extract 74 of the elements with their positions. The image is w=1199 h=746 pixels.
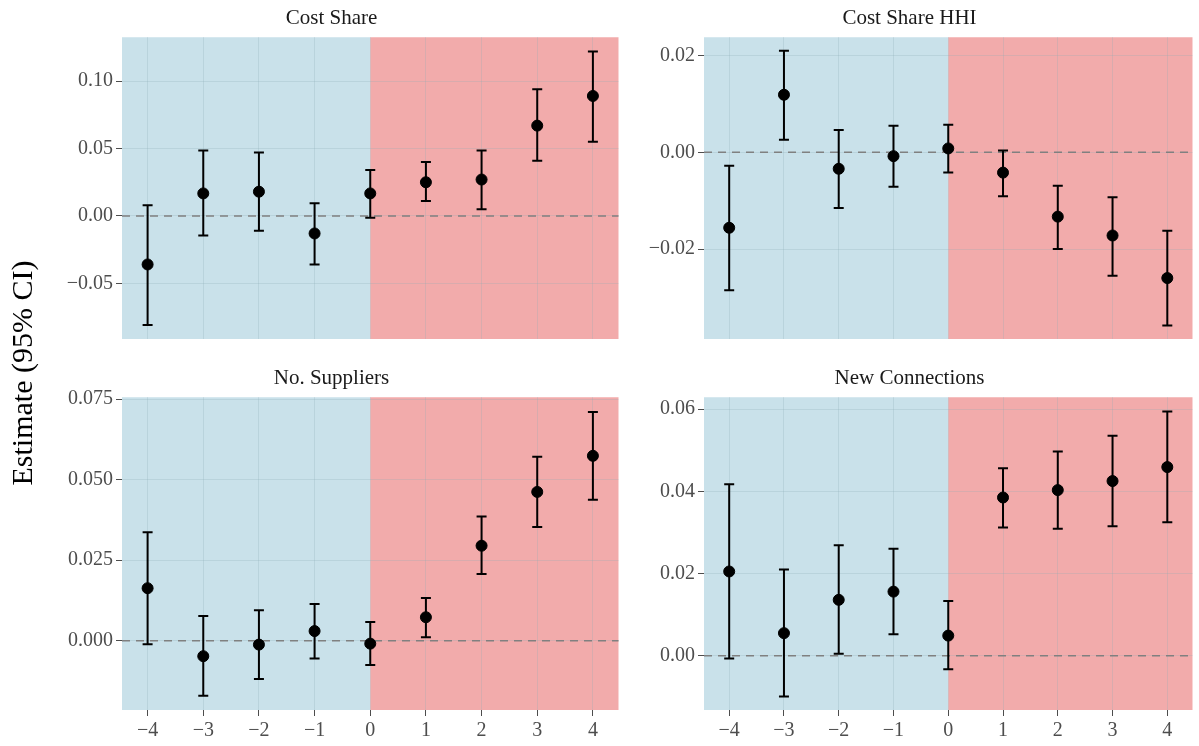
point bbox=[252, 638, 265, 651]
point bbox=[1051, 210, 1064, 223]
point bbox=[364, 637, 377, 650]
point bbox=[141, 258, 154, 271]
point bbox=[252, 185, 265, 198]
point bbox=[1161, 461, 1174, 474]
point bbox=[997, 491, 1010, 504]
point bbox=[475, 173, 488, 186]
y-tick-label: 0.00 bbox=[660, 642, 695, 665]
point bbox=[942, 629, 955, 642]
point bbox=[531, 485, 544, 498]
point bbox=[1106, 475, 1119, 488]
point bbox=[723, 565, 736, 578]
x-tick-label: 3 bbox=[532, 718, 543, 741]
y-tick-label: 0.10 bbox=[78, 68, 113, 91]
y-tick-label: 0.025 bbox=[68, 547, 113, 570]
point bbox=[141, 582, 154, 595]
point bbox=[419, 176, 432, 189]
y-tick-label: 0.075 bbox=[68, 386, 113, 409]
point bbox=[942, 142, 955, 155]
y-tick-label: 0.06 bbox=[660, 396, 695, 419]
y-tick-label: 0.02 bbox=[660, 560, 695, 583]
chart-title: No. Suppliers bbox=[273, 365, 390, 390]
point bbox=[364, 187, 377, 200]
x-tick-label: −3 bbox=[773, 718, 795, 741]
point bbox=[832, 593, 845, 606]
point bbox=[586, 89, 599, 102]
point bbox=[308, 625, 321, 638]
point bbox=[475, 539, 488, 552]
x-tick-label: 4 bbox=[587, 718, 598, 741]
x-tick-label: −4 bbox=[136, 718, 159, 741]
point bbox=[887, 150, 900, 163]
x-tick-label: 1 bbox=[998, 718, 1009, 741]
point bbox=[531, 119, 544, 132]
x-tick-label: −4 bbox=[718, 718, 740, 741]
x-tick-label: −2 bbox=[248, 718, 270, 741]
y-tick-label: −0.02 bbox=[648, 236, 695, 259]
y-tick-label: 0.04 bbox=[660, 478, 695, 501]
point bbox=[197, 650, 210, 663]
point bbox=[419, 611, 432, 624]
point bbox=[308, 227, 321, 240]
y-tick-label: −0.05 bbox=[66, 270, 113, 293]
point bbox=[777, 88, 790, 101]
chart-title: New Connections bbox=[834, 365, 985, 390]
point bbox=[777, 627, 790, 640]
x-tick-label: 0 bbox=[943, 718, 954, 741]
y-tick-label: 0.00 bbox=[660, 139, 695, 162]
x-tick-label: −2 bbox=[828, 718, 850, 741]
y-tick-label: 0.00 bbox=[78, 203, 113, 226]
x-tick-label: 3 bbox=[1107, 718, 1118, 741]
x-tick-label: 2 bbox=[1052, 718, 1063, 741]
point bbox=[197, 187, 210, 200]
x-tick-label: −3 bbox=[192, 718, 214, 741]
chart-title: Cost Share HHI bbox=[842, 5, 977, 30]
x-tick-label: −1 bbox=[303, 718, 326, 741]
y-tick-label: 0.02 bbox=[660, 42, 695, 65]
point bbox=[1051, 484, 1064, 497]
point bbox=[723, 221, 736, 234]
y-axis-title: Estimate (95% CI) bbox=[5, 260, 39, 486]
y-tick-label: 0.05 bbox=[78, 135, 113, 158]
point bbox=[832, 162, 845, 175]
x-tick-label: −1 bbox=[882, 718, 905, 741]
x-tick-label: 0 bbox=[365, 718, 376, 741]
point bbox=[1161, 272, 1174, 285]
x-tick-label: 4 bbox=[1162, 718, 1173, 741]
x-tick-label: 2 bbox=[476, 718, 487, 741]
x-tick-label: 1 bbox=[420, 718, 431, 741]
chart-title: Cost Share bbox=[285, 5, 378, 30]
point bbox=[997, 166, 1010, 179]
y-tick-label: 0.000 bbox=[68, 627, 113, 650]
point bbox=[586, 449, 599, 462]
point bbox=[887, 585, 900, 598]
point bbox=[1106, 229, 1119, 242]
y-tick-label: 0.050 bbox=[68, 466, 113, 489]
